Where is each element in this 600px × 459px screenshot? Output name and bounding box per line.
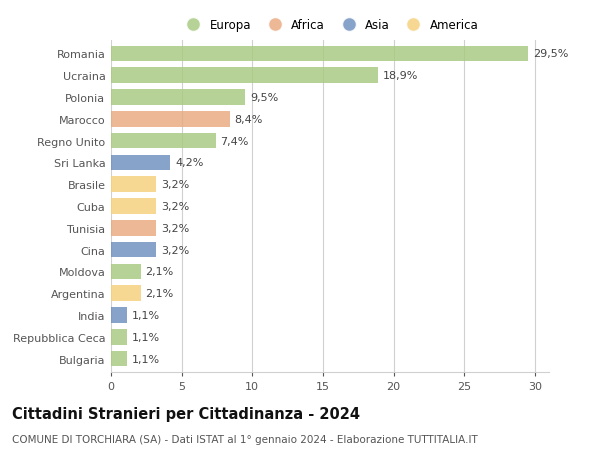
Text: 29,5%: 29,5% — [533, 50, 568, 59]
Bar — [111, 329, 127, 345]
Bar — [111, 220, 156, 236]
Text: 4,2%: 4,2% — [175, 158, 203, 168]
Text: 3,2%: 3,2% — [161, 223, 190, 233]
Legend: Europa, Africa, Asia, America: Europa, Africa, Asia, America — [181, 19, 479, 32]
Bar — [111, 90, 245, 106]
Bar — [111, 112, 230, 128]
Bar — [111, 285, 140, 302]
Text: 3,2%: 3,2% — [161, 245, 190, 255]
Bar — [111, 242, 156, 258]
Text: 3,2%: 3,2% — [161, 180, 190, 190]
Text: 1,1%: 1,1% — [131, 332, 160, 342]
Text: 8,4%: 8,4% — [235, 115, 263, 124]
Text: Cittadini Stranieri per Cittadinanza - 2024: Cittadini Stranieri per Cittadinanza - 2… — [12, 406, 360, 421]
Text: 7,4%: 7,4% — [221, 136, 249, 146]
Bar — [111, 68, 378, 84]
Bar — [111, 46, 528, 62]
Text: 1,1%: 1,1% — [131, 310, 160, 320]
Text: 2,1%: 2,1% — [146, 289, 174, 298]
Bar — [111, 177, 156, 193]
Text: 18,9%: 18,9% — [383, 71, 418, 81]
Text: COMUNE DI TORCHIARA (SA) - Dati ISTAT al 1° gennaio 2024 - Elaborazione TUTTITAL: COMUNE DI TORCHIARA (SA) - Dati ISTAT al… — [12, 434, 478, 444]
Text: 3,2%: 3,2% — [161, 202, 190, 212]
Text: 2,1%: 2,1% — [146, 267, 174, 277]
Text: 1,1%: 1,1% — [131, 354, 160, 364]
Text: 9,5%: 9,5% — [250, 93, 278, 103]
Bar — [111, 264, 140, 280]
Bar — [111, 308, 127, 323]
Bar — [111, 351, 127, 367]
Bar — [111, 134, 215, 149]
Bar — [111, 155, 170, 171]
Bar — [111, 199, 156, 214]
